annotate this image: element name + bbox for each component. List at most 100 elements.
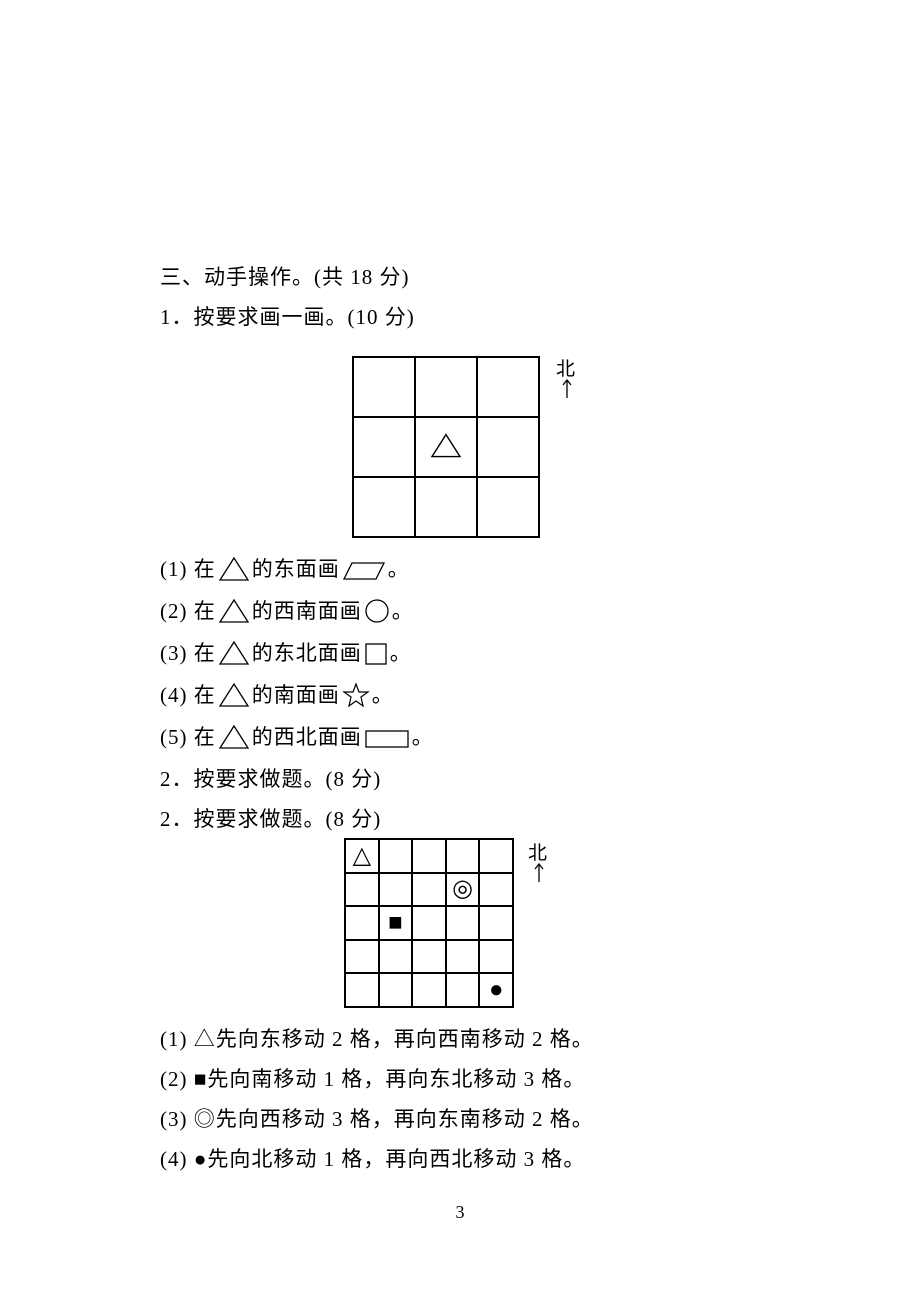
- grid-5x5: △ ◎ ■ ●: [344, 838, 514, 1008]
- q1-title: 1．按要求画一画。(10 分): [160, 298, 780, 338]
- grid5-cell: [446, 973, 480, 1007]
- north-arrow-icon: [534, 862, 544, 887]
- grid5-symbol: ●: [489, 978, 504, 1002]
- item-text: 的西南面画: [252, 599, 362, 623]
- grid5-cell: [479, 906, 513, 940]
- grid5-cell: ■: [379, 906, 413, 940]
- triangle-icon: [218, 556, 250, 582]
- item-text: 的东北面画: [252, 641, 362, 665]
- item-text: 。: [388, 557, 410, 581]
- grid5-cell: [446, 940, 480, 974]
- page-number: 3: [0, 1202, 920, 1223]
- item-text: 的西北面画: [252, 725, 362, 749]
- square-icon: [364, 642, 388, 666]
- triangle-icon: [218, 598, 250, 624]
- q1-item: (4) 在 的南面画 。: [160, 674, 434, 716]
- page: 三、动手操作。(共 18 分) 1．按要求画一画。(10 分) 北 (1) 在的…: [0, 0, 920, 1302]
- grid5-cell: [412, 940, 446, 974]
- item-text: 的南面画: [252, 683, 340, 707]
- q2-item: (3) ◎先向西移动 3 格，再向东南移动 2 格。: [160, 1100, 594, 1140]
- grid5-cell: [412, 906, 446, 940]
- item-text: 。: [390, 641, 412, 665]
- item-text: 在: [194, 557, 216, 581]
- item-text: △先向东移动 2 格，再向西南移动 2 格。: [194, 1027, 594, 1051]
- item-text: 在: [194, 599, 216, 623]
- q2-title: 2．按要求做题。(8 分): [160, 758, 434, 800]
- item-num: (4): [160, 683, 188, 707]
- q2-list: 2．按要求做题。(8 分) (1) △先向东移动 2 格，再向西南移动 2 格。…: [160, 1020, 594, 1180]
- item-text: 。: [372, 683, 394, 707]
- grid5-symbol: ◎: [452, 877, 473, 901]
- q2-title: 2．按要求做题。(8 分): [160, 800, 381, 840]
- grid3-cell: [477, 357, 539, 417]
- grid5-symbol: △: [353, 844, 371, 868]
- q2-item: (2) ■先向南移动 1 格，再向东北移动 3 格。: [160, 1060, 594, 1100]
- q2-item: (4) ●先向北移动 1 格，再向西北移动 3 格。: [160, 1140, 594, 1180]
- item-num: (3): [160, 641, 188, 665]
- item-text: 。: [392, 599, 414, 623]
- triangle-icon: [429, 432, 463, 460]
- grid5-cell: [446, 839, 480, 873]
- grid5-cell: [412, 973, 446, 1007]
- north-arrow-icon: [562, 378, 572, 403]
- item-num: (2): [160, 599, 188, 623]
- item-text: 在: [194, 641, 216, 665]
- grid3-cell: [415, 477, 477, 537]
- item-text: ◎先向西移动 3 格，再向东南移动 2 格。: [194, 1107, 594, 1131]
- grid3-cell: [477, 417, 539, 477]
- grid5-cell: [412, 839, 446, 873]
- item-text: 在: [194, 725, 216, 749]
- grid3-cell: [353, 417, 415, 477]
- item-num: (2): [160, 1067, 188, 1091]
- item-num: (1): [160, 1027, 188, 1051]
- north-label-2: 北: [528, 838, 547, 865]
- grid5-cell: [479, 839, 513, 873]
- grid5-cell: [446, 906, 480, 940]
- q2-item: (1) △先向东移动 2 格，再向西南移动 2 格。: [160, 1020, 594, 1060]
- grid5-cell: [479, 873, 513, 907]
- q1-item: (1) 在 的东面画 。: [160, 548, 434, 590]
- item-text: ■先向南移动 1 格，再向东北移动 3 格。: [194, 1067, 586, 1091]
- item-num: (1): [160, 557, 188, 581]
- grid5-cell: △: [345, 839, 379, 873]
- grid5-cell: [345, 873, 379, 907]
- grid3-cell: [353, 477, 415, 537]
- circle-icon: [364, 598, 390, 624]
- grid5-cell: [379, 873, 413, 907]
- grid5-cell: [345, 973, 379, 1007]
- section-heading: 三、动手操作。(共 18 分): [160, 258, 780, 298]
- grid5-cell: [379, 973, 413, 1007]
- grid5-wrap: △ ◎ ■ ●: [344, 838, 514, 1008]
- grid5-cell: ●: [479, 973, 513, 1007]
- grid3-cell: [415, 357, 477, 417]
- rect-icon: [364, 728, 410, 750]
- q1-list: (1) 在的东面画。(2) 在的西南面画。(3) 在的东北面画。(4) 在的南面…: [160, 548, 434, 800]
- item-num: (4): [160, 1147, 188, 1171]
- item-text: 的东面画: [252, 557, 340, 581]
- grid5-cell: ◎: [446, 873, 480, 907]
- grid3-cell: [477, 477, 539, 537]
- grid5-cell: [479, 940, 513, 974]
- grid5-cell: [345, 940, 379, 974]
- grid3-cell-center: [415, 417, 477, 477]
- grid5-cell: [412, 873, 446, 907]
- grid5-cell: [379, 839, 413, 873]
- q1-item: (2) 在 的西南面画 。: [160, 590, 434, 632]
- item-text: 在: [194, 683, 216, 707]
- item-text: ●先向北移动 1 格，再向西北移动 3 格。: [194, 1147, 586, 1171]
- content: 三、动手操作。(共 18 分) 1．按要求画一画。(10 分): [160, 258, 780, 338]
- triangle-icon: [218, 724, 250, 750]
- grid5-symbol: ■: [388, 911, 403, 935]
- grid-3x3: [352, 356, 540, 538]
- item-text: 。: [412, 725, 434, 749]
- item-num: (3): [160, 1107, 188, 1131]
- q1-item: (5) 在 的西北面画 。: [160, 716, 434, 758]
- star-icon: [342, 682, 370, 708]
- grid3-cell: [353, 357, 415, 417]
- grid5-cell: [379, 940, 413, 974]
- triangle-icon: [218, 682, 250, 708]
- triangle-icon: [218, 640, 250, 666]
- parallelogram-icon: [342, 560, 386, 582]
- item-num: (5): [160, 725, 188, 749]
- north-label-1: 北: [556, 354, 575, 381]
